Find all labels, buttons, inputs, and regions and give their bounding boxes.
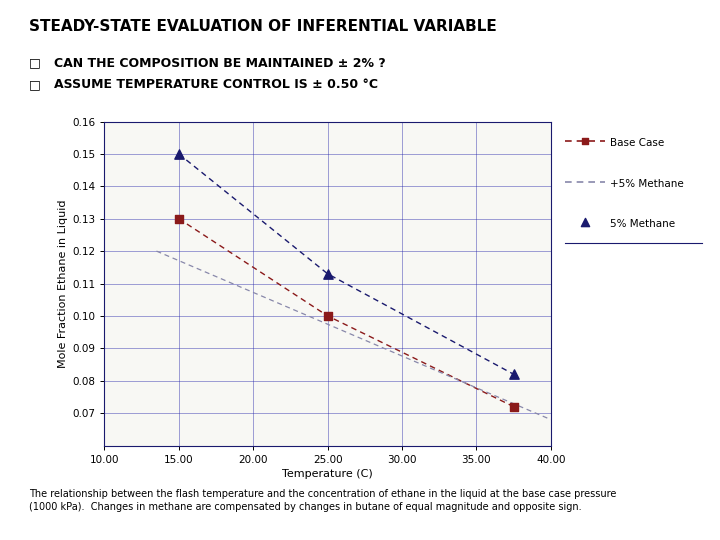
Point: [322, 312, 333, 320]
Point: [322, 269, 333, 278]
Point: [579, 218, 590, 227]
Text: ASSUME TEMPERATURE CONTROL IS ± 0.50 °C: ASSUME TEMPERATURE CONTROL IS ± 0.50 °C: [54, 78, 378, 91]
Y-axis label: Mole Fraction Ethane in Liquid: Mole Fraction Ethane in Liquid: [58, 199, 68, 368]
Text: (1000 kPa).  Changes in methane are compensated by changes in butane of equal ma: (1000 kPa). Changes in methane are compe…: [29, 502, 582, 512]
Text: Base Case: Base Case: [610, 138, 664, 148]
Text: +5% Methane: +5% Methane: [610, 179, 683, 188]
Point: [508, 402, 519, 411]
X-axis label: Temperature (C): Temperature (C): [282, 469, 373, 478]
Text: CAN THE COMPOSITION BE MAINTAINED ± 2% ?: CAN THE COMPOSITION BE MAINTAINED ± 2% ?: [54, 57, 386, 70]
Point: [579, 137, 590, 146]
Point: [173, 150, 184, 158]
Text: 5% Methane: 5% Methane: [610, 219, 675, 229]
Text: □: □: [29, 57, 40, 70]
Text: STEADY-STATE EVALUATION OF INFERENTIAL VARIABLE: STEADY-STATE EVALUATION OF INFERENTIAL V…: [29, 19, 497, 34]
Text: □: □: [29, 78, 40, 91]
Text: The relationship between the flash temperature and the concentration of ethane i: The relationship between the flash tempe…: [29, 489, 616, 499]
Point: [173, 214, 184, 223]
Point: [508, 370, 519, 379]
